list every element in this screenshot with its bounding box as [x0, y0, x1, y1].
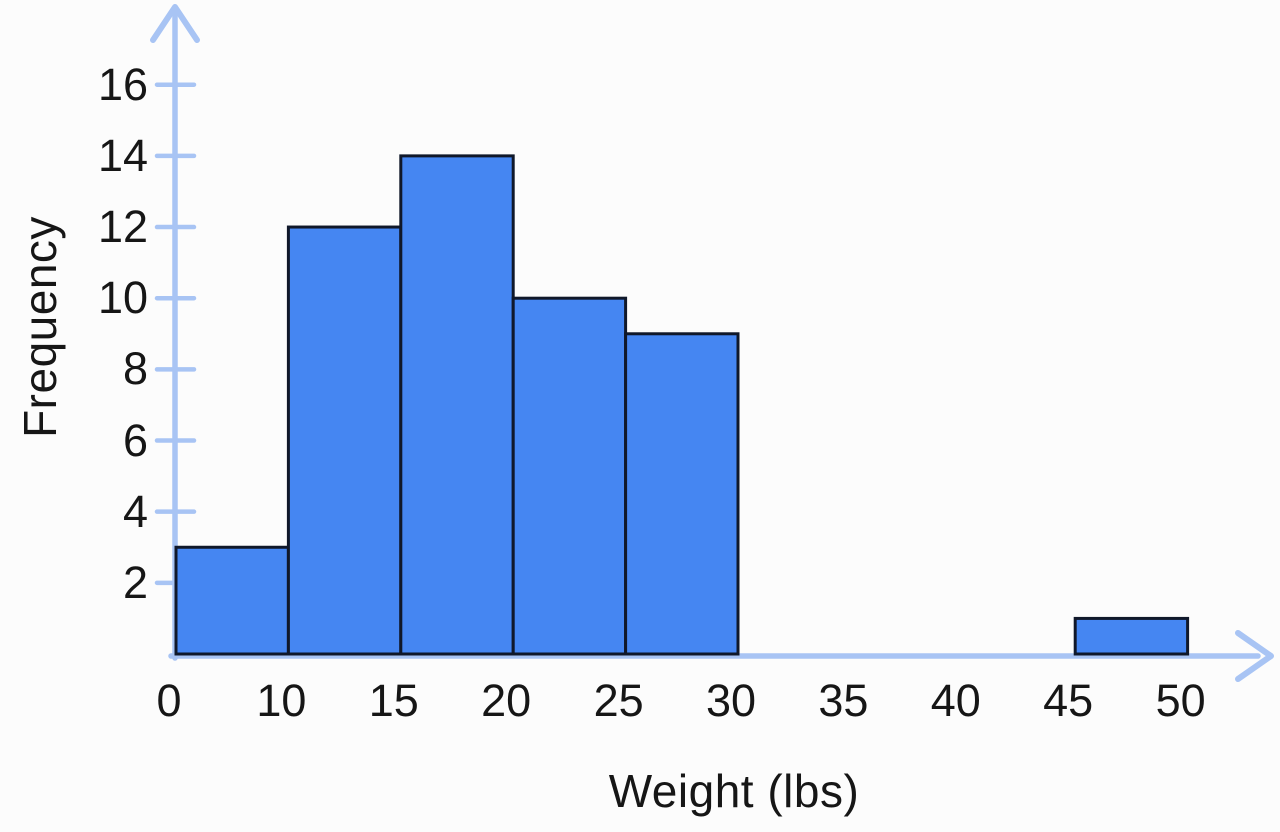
- bar-20-25: [511, 296, 628, 656]
- x-axis-arrow-icon: [1235, 630, 1274, 682]
- bars-layer: [174, 154, 1190, 656]
- x-tick-label-45: 45: [1043, 675, 1094, 726]
- bar-25-30: [624, 332, 740, 656]
- x-tick-label-0: 0: [156, 675, 182, 726]
- y-tick-label-14: 14: [97, 129, 148, 181]
- x-tick-label-10: 10: [256, 675, 307, 726]
- x-tick-label-35: 35: [818, 675, 869, 726]
- bar-15-20: [399, 154, 515, 656]
- y-tick-label-2: 2: [122, 556, 148, 608]
- x-tick-label-40: 40: [930, 675, 981, 726]
- bar-10-15: [286, 225, 403, 656]
- x-tick-label-30: 30: [705, 675, 757, 726]
- y-tick-label-10: 10: [97, 272, 148, 324]
- y-tick-label-8: 8: [122, 343, 148, 395]
- y-tick-label-12: 12: [97, 201, 148, 253]
- bar-45-50: [1073, 616, 1190, 656]
- x-tick-label-20: 20: [481, 675, 532, 726]
- x-tick-label-25: 25: [593, 675, 644, 726]
- y-axis-arrow-icon: [150, 4, 200, 43]
- y-axis-title: Frequency: [14, 216, 66, 438]
- x-axis-title: Weight (lbs): [608, 765, 860, 817]
- x-tick-label-15: 15: [368, 675, 419, 726]
- y-tick-label-4: 4: [122, 485, 148, 537]
- y-tick-label-6: 6: [122, 414, 148, 466]
- bar-0-10: [174, 545, 290, 656]
- y-tick-label-16: 16: [97, 58, 148, 110]
- x-tick-label-50: 50: [1155, 675, 1206, 726]
